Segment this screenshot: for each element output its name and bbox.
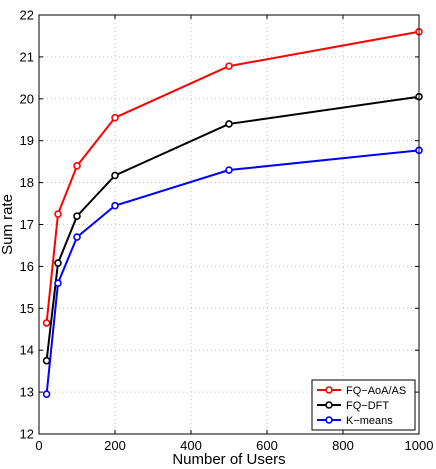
y-tick-label: 16 [20,259,34,274]
data-point [54,210,62,218]
series-layer [42,27,423,398]
y-tick-label: 22 [20,8,34,23]
x-axis-label: Number of Users [172,451,285,468]
legend-swatch-marker [325,401,333,409]
legend-swatch-marker [325,386,333,394]
data-point [111,171,119,180]
data-point [225,166,233,174]
y-axis-label: Sum rate [0,194,16,255]
data-point [42,356,51,365]
axis-ticks: 0 200 400 600 800 1000 12 13 14 15 16 17 18 19 20 21 22 [20,8,434,454]
x-tick-label: 800 [332,438,354,453]
y-tick-label: 12 [20,427,34,442]
data-point [225,120,233,128]
data-point [42,319,51,327]
series-line-0 [45,30,420,324]
series-line-1 [45,95,420,361]
legend: FQ−AoA/AS FQ−DFT K−means [311,379,416,431]
y-tick-label: 15 [20,301,34,316]
data-point [73,212,81,220]
legend-label: K−means [346,415,393,427]
x-tick-label: 1000 [405,438,434,453]
y-tick-label: 21 [20,49,34,64]
y-tick-label: 18 [20,175,34,190]
data-point [73,162,81,170]
y-tick-label: 20 [20,91,34,106]
y-tick-label: 14 [20,343,34,358]
x-tick-label: 400 [180,438,202,453]
y-tick-label: 19 [20,133,34,148]
data-point [111,113,119,122]
data-point [54,279,62,287]
legend-label: FQ−DFT [346,400,389,412]
y-tick-label: 13 [20,385,34,400]
data-point [54,259,62,267]
data-point [42,390,51,398]
y-tick-label: 17 [20,217,34,232]
data-point [73,233,81,241]
grid-lines [39,15,419,434]
x-tick-label: 200 [104,438,126,453]
data-point [225,62,233,70]
legend-swatch-marker [325,416,333,424]
x-tick-label: 600 [256,438,278,453]
series-line-2 [45,149,420,395]
x-tick-label: 0 [35,438,42,453]
legend-label: FQ−AoA/AS [346,385,406,397]
data-point [111,201,119,210]
